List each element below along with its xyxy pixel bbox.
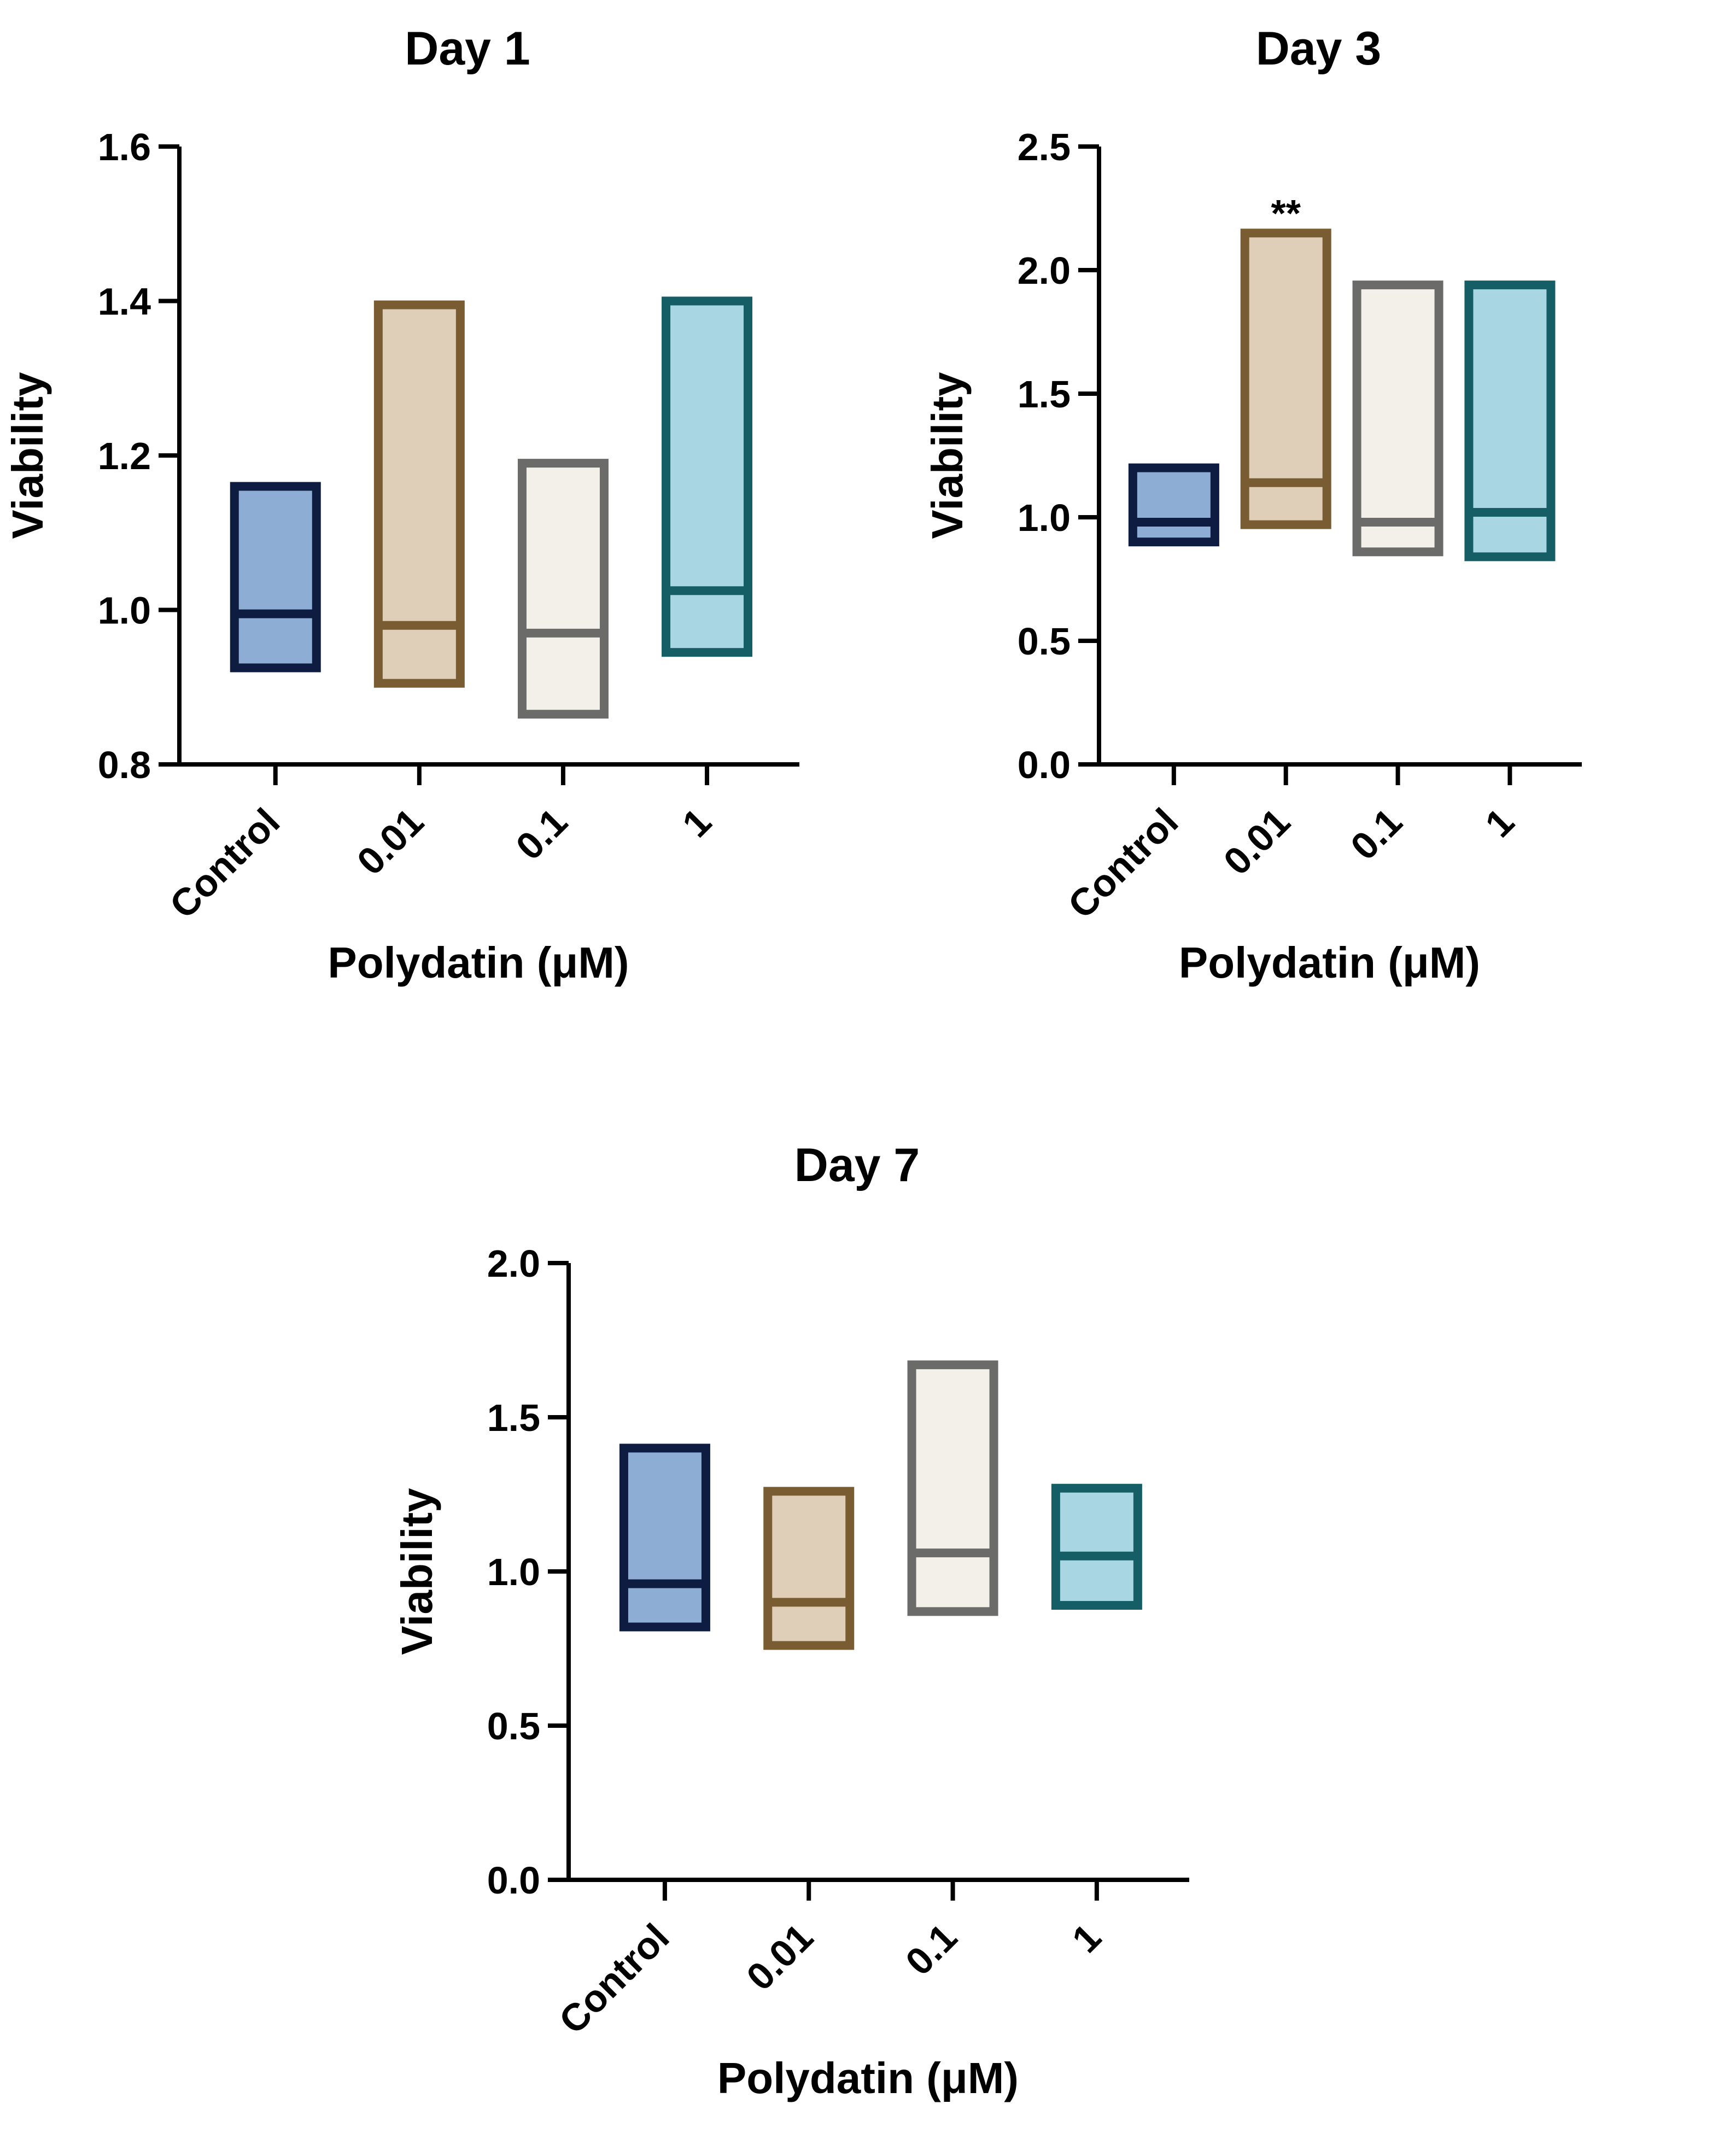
box-1: [1240, 229, 1331, 529]
x-tick-label: Control: [551, 1915, 677, 2042]
x-tick-label: 1: [674, 800, 720, 845]
significance-annotation: **: [1271, 192, 1301, 235]
x-axis-title: Polydatin (μM): [1179, 938, 1480, 987]
y-tick-label: 1.0: [487, 1551, 540, 1593]
y-tick-label: 0.5: [487, 1705, 540, 1748]
y-tick-label: 0.0: [487, 1859, 540, 1902]
x-tick-label: 1: [1477, 800, 1522, 845]
y-tick-label: 1.4: [98, 280, 151, 323]
y-axis-title: Viability: [923, 372, 972, 539]
box-2: [517, 459, 609, 719]
x-tick-label: 1: [1064, 1915, 1109, 1961]
box-0: [1128, 463, 1219, 547]
y-tick-label: 0.5: [1018, 620, 1071, 663]
x-tick-label: 0.01: [349, 800, 431, 883]
box-1: [763, 1487, 855, 1650]
y-tick-label: 0.0: [1018, 744, 1071, 786]
y-tick-label: 1.6: [98, 126, 151, 168]
x-tick-label: 0.1: [1342, 800, 1410, 868]
chart-day-1: Day 1 0.8 1.0 1.2 1.4 1.6 Viability Control 0.01…: [3, 22, 799, 987]
y-tick-label: 1.2: [98, 435, 151, 477]
y-tick-label: 1.5: [487, 1396, 540, 1439]
chart-title: Day 1: [405, 22, 530, 75]
y-tick-label: 2.5: [1018, 126, 1071, 168]
y-tick-label: 2.0: [1018, 249, 1071, 292]
x-tick-label: Control: [1060, 800, 1186, 926]
box-1: [373, 300, 465, 688]
x-tick-label: 0.1: [508, 800, 576, 868]
box-3: [662, 296, 753, 657]
box-0: [230, 482, 321, 673]
chart-day-7: Day 7 0.0 0.5 1.0 1.5 2.0 Viability Control 0.01…: [393, 1139, 1189, 2102]
chart-title: Day 3: [1256, 22, 1382, 75]
chart-day-3: Day 3 0.0 0.5 1.0 1.5 2.0 2.5 Viability Control 0…: [923, 22, 1582, 987]
y-axis-title: Viability: [3, 372, 52, 539]
x-axis-title: Polydatin (μM): [717, 2054, 1019, 2102]
box-2: [907, 1360, 998, 1616]
y-tick-label: 1.5: [1018, 373, 1071, 416]
x-tick-label: 0.01: [738, 1915, 821, 1998]
y-tick-label: 2.0: [487, 1242, 540, 1285]
box-0: [619, 1444, 710, 1632]
x-tick-label: 0.01: [1215, 800, 1298, 883]
y-tick-label: 0.8: [98, 744, 151, 786]
box-3: [1051, 1483, 1142, 1610]
x-tick-label: Control: [161, 800, 288, 926]
y-axis-title: Viability: [393, 1488, 441, 1655]
x-axis-title: Polydatin (μM): [328, 938, 629, 987]
chart-title: Day 7: [794, 1139, 920, 1191]
box-2: [1352, 280, 1443, 557]
y-tick-label: 1.0: [98, 589, 151, 632]
x-tick-label: 0.1: [897, 1915, 965, 1983]
y-tick-label: 1.0: [1018, 496, 1071, 539]
